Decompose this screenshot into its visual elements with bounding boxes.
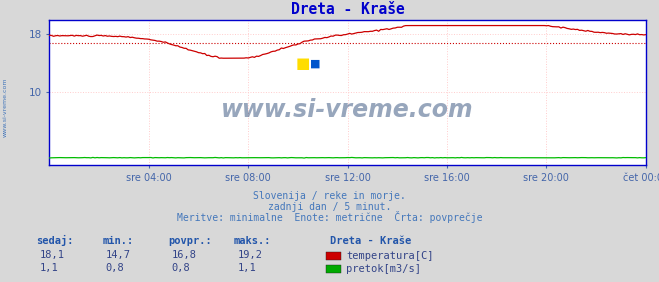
Text: pretok[m3/s]: pretok[m3/s] [346, 264, 421, 274]
Text: min.:: min.: [102, 236, 133, 246]
Text: Dreta - Kraše: Dreta - Kraše [330, 236, 411, 246]
Text: www.si-vreme.com: www.si-vreme.com [221, 98, 474, 122]
Title: Dreta - Kraše: Dreta - Kraše [291, 2, 405, 17]
Text: ■: ■ [296, 56, 310, 71]
Text: 16,8: 16,8 [171, 250, 196, 260]
Text: 1,1: 1,1 [237, 263, 256, 273]
Text: Meritve: minimalne  Enote: metrične  Črta: povprečje: Meritve: minimalne Enote: metrične Črta:… [177, 212, 482, 223]
Text: maks.:: maks.: [234, 236, 272, 246]
Text: sedaj:: sedaj: [36, 235, 74, 246]
Text: www.si-vreme.com: www.si-vreme.com [3, 78, 8, 137]
Text: 19,2: 19,2 [237, 250, 262, 260]
Text: 0,8: 0,8 [171, 263, 190, 273]
Text: povpr.:: povpr.: [168, 236, 212, 246]
Text: Slovenija / reke in morje.: Slovenija / reke in morje. [253, 191, 406, 201]
Text: zadnji dan / 5 minut.: zadnji dan / 5 minut. [268, 202, 391, 212]
Text: 1,1: 1,1 [40, 263, 58, 273]
Text: ■: ■ [310, 58, 320, 68]
Text: 14,7: 14,7 [105, 250, 130, 260]
Text: 0,8: 0,8 [105, 263, 124, 273]
Text: 18,1: 18,1 [40, 250, 65, 260]
Text: temperatura[C]: temperatura[C] [346, 251, 434, 261]
